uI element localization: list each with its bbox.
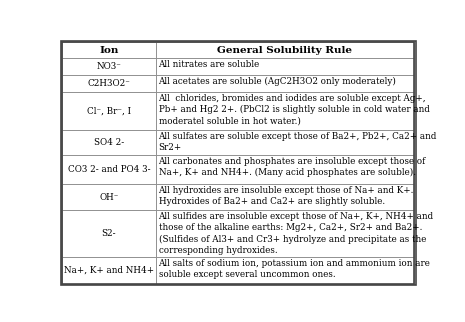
Text: All sulfates are soluble except those of Ba2+, Pb2+, Ca2+ and
Sr2+: All sulfates are soluble except those of…: [159, 132, 437, 152]
Text: OH⁻: OH⁻: [100, 193, 119, 202]
Bar: [62, 75, 156, 92]
Text: C2H3O2⁻: C2H3O2⁻: [87, 79, 131, 88]
Text: All salts of sodium ion, potassium ion and ammonium ion are
soluble except sever: All salts of sodium ion, potassium ion a…: [159, 259, 431, 279]
Text: Na+, K+ and NH4+: Na+, K+ and NH4+: [64, 266, 154, 275]
Bar: [156, 257, 414, 284]
Text: NO3⁻: NO3⁻: [97, 62, 121, 71]
Bar: [62, 42, 156, 58]
Bar: [156, 75, 414, 92]
Bar: [156, 42, 414, 58]
Bar: [62, 210, 156, 257]
Bar: [156, 130, 414, 155]
Bar: [156, 184, 414, 210]
Bar: [62, 184, 156, 210]
Text: Cl⁻, Br⁻, I: Cl⁻, Br⁻, I: [87, 107, 131, 116]
Text: General Solubility Rule: General Solubility Rule: [218, 45, 352, 54]
Bar: [62, 257, 156, 284]
Text: All sulfides are insoluble except those of Na+, K+, NH4+ and
those of the alkali: All sulfides are insoluble except those …: [159, 212, 434, 255]
Text: All hydroxides are insoluble except those of Na+ and K+.
Hydroxides of Ba2+ and : All hydroxides are insoluble except thos…: [159, 186, 414, 206]
Text: All acetates are soluble (AgC2H3O2 only moderately): All acetates are soluble (AgC2H3O2 only …: [159, 77, 397, 86]
Bar: [62, 92, 156, 130]
Text: All  chlorides, bromides and iodides are soluble except Ag+,
Pb+ and Hg2 2+. (Pb: All chlorides, bromides and iodides are …: [159, 94, 429, 125]
Text: CO3 2- and PO4 3-: CO3 2- and PO4 3-: [68, 165, 150, 174]
Bar: [62, 58, 156, 75]
Bar: [156, 210, 414, 257]
Text: All nitrates are soluble: All nitrates are soluble: [159, 61, 260, 70]
Bar: [156, 155, 414, 184]
Text: S2-: S2-: [102, 229, 116, 238]
Bar: [156, 58, 414, 75]
Text: All carbonates and phosphates are insoluble except those of
Na+, K+ and NH4+. (M: All carbonates and phosphates are insolu…: [159, 157, 426, 177]
Bar: [62, 155, 156, 184]
Bar: [156, 92, 414, 130]
Text: SO4 2-: SO4 2-: [94, 138, 124, 147]
Bar: [62, 130, 156, 155]
Text: Ion: Ion: [100, 45, 119, 54]
